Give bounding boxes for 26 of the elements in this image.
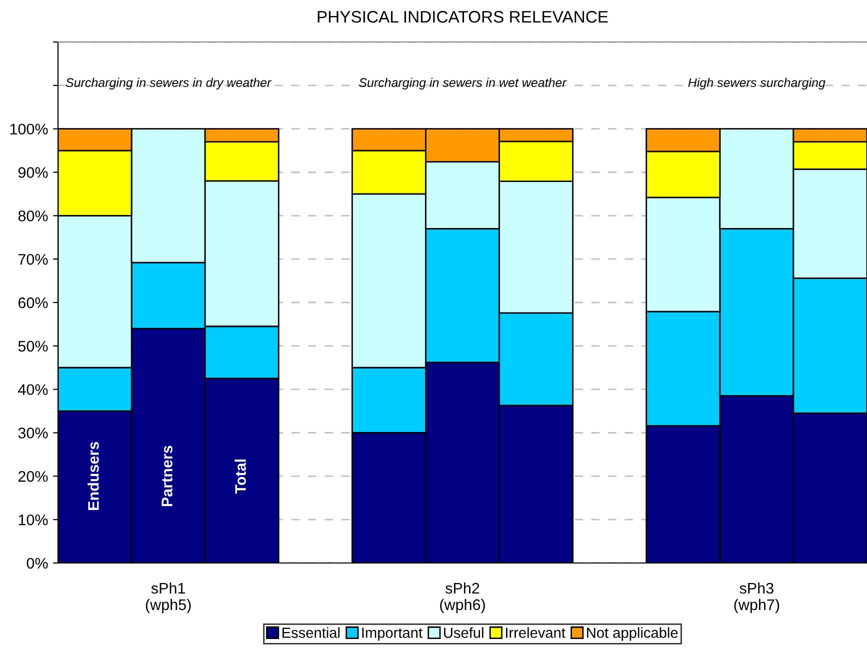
legend-label: Useful <box>444 627 484 638</box>
annotation: High sewers surcharging <box>688 78 826 90</box>
annotation: Endusers <box>88 442 99 510</box>
annotation: Partners <box>162 446 172 506</box>
y-tick-label: 50% <box>18 340 48 352</box>
y-tick-label: 0% <box>26 558 48 569</box>
legend-label: Irrelevant <box>506 627 566 638</box>
x-tick-label: sPh2 (wph6) <box>440 582 485 614</box>
legend-label: Essential <box>282 627 340 638</box>
legend-label: Not applicable <box>587 627 678 641</box>
x-tick-label: sPh3 (wph7) <box>734 582 780 614</box>
annotation: Total <box>234 460 246 494</box>
y-tick-label: 80% <box>18 210 48 222</box>
y-tick-label: 10% <box>18 514 48 526</box>
y-tick-label: 60% <box>18 297 48 308</box>
x-tick-label: sPh1 (wph5) <box>146 582 191 614</box>
y-tick-label: 70% <box>18 254 48 265</box>
chart-title: PHYSICAL INDICATORS RELEVANCE <box>318 10 608 23</box>
y-tick-label: 30% <box>18 428 48 438</box>
annotation: Surcharging in sewers in wet weather <box>358 78 567 90</box>
y-tick-label: 90% <box>18 167 48 178</box>
y-tick-label: 40% <box>18 384 48 396</box>
y-tick-label: 20% <box>18 471 48 482</box>
y-tick-label: 100% <box>10 124 48 135</box>
annotation: Surcharging in sewers in dry weather <box>66 78 272 90</box>
legend-label: Important <box>362 628 422 641</box>
